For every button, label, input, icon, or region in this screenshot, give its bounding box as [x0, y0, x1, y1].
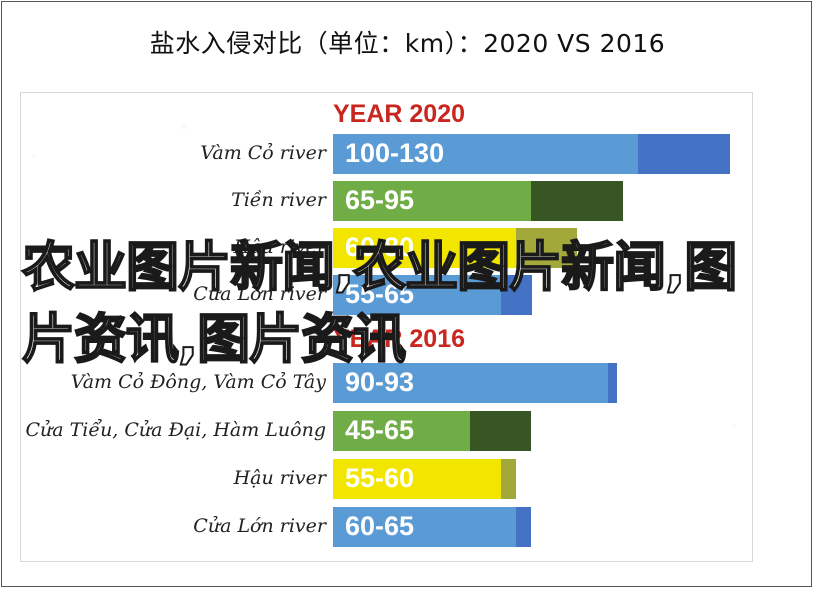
bar-range-segment	[608, 363, 617, 403]
bar-value-label: 45-65	[345, 415, 415, 445]
bar-range-segment	[638, 134, 730, 174]
category-label: Hậu river	[233, 467, 326, 489]
bar-min-segment	[333, 134, 638, 174]
bar-value-label: 100-130	[345, 138, 445, 168]
category-label: Tiền river	[231, 189, 326, 211]
bar-value-label: 60-65	[345, 511, 415, 541]
bar: 100-130	[333, 134, 730, 174]
category-label: Cửa Tiểu, Cửa Đại, Hàm Luông	[25, 419, 326, 441]
decor-mark: ◦	[30, 150, 39, 166]
bar-value-label: 65-95	[345, 185, 415, 215]
bar-value-label: 90-93	[345, 367, 415, 397]
bar: 65-95	[333, 181, 623, 221]
decor-mark: ◦	[180, 120, 189, 136]
category-label: Vàm Cỏ Đông, Vàm Cỏ Tây	[70, 371, 326, 393]
bar-min-segment	[333, 181, 531, 221]
bar-range-segment	[501, 459, 516, 499]
bar-range-segment	[531, 181, 623, 221]
bar: 60-65	[333, 507, 531, 547]
category-label: Hậu river	[233, 236, 326, 258]
category-label: Cửa Lớn river	[193, 283, 326, 305]
decor-mark: ◦	[730, 420, 739, 436]
bar: 90-93	[333, 363, 617, 403]
bar-min-segment	[333, 275, 501, 315]
category-label: Vàm Cỏ river	[200, 142, 326, 164]
bar-range-segment	[516, 228, 577, 268]
bar-min-segment	[333, 228, 516, 268]
bar-range-segment	[516, 507, 531, 547]
bar-min-segment	[333, 459, 501, 499]
chart-title: YEAR 2020	[333, 100, 466, 128]
bar-value-label: 60-80	[345, 232, 415, 262]
bar: 55-65	[333, 275, 532, 315]
bar-min-segment	[333, 363, 608, 403]
bar-range-segment	[501, 275, 532, 315]
page-title: 盐水入侵对比（单位：km）：2020 VS 2016	[149, 29, 666, 58]
bar: 45-65	[333, 411, 531, 451]
bar-min-segment	[333, 507, 516, 547]
bar-value-label: 55-60	[345, 463, 415, 493]
category-label: Cửa Lớn river	[193, 515, 326, 537]
bar: 60-80	[333, 228, 577, 268]
bar: 55-60	[333, 459, 516, 499]
chart-title: YEAR 2016	[333, 325, 466, 353]
bar-min-segment	[333, 411, 470, 451]
bar-range-segment	[470, 411, 531, 451]
bar-value-label: 55-65	[345, 279, 415, 309]
